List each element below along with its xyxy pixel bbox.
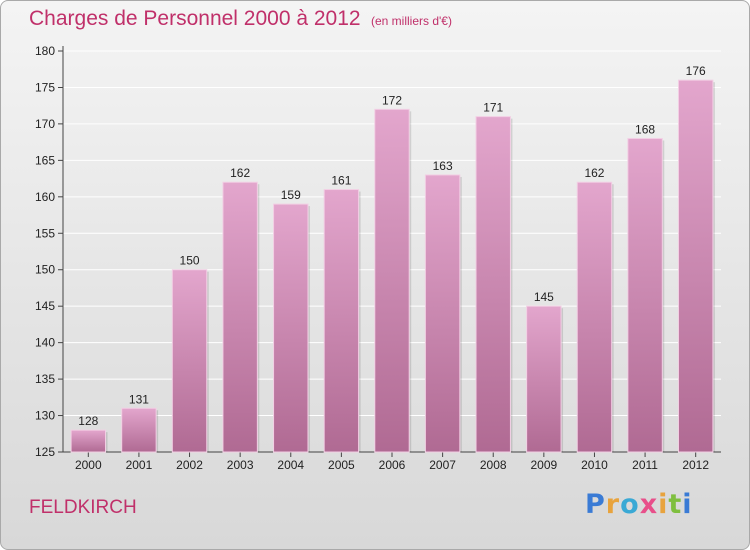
logo-letter: t xyxy=(668,489,683,520)
data-label: 171 xyxy=(483,101,503,115)
x-tick-label: 2007 xyxy=(429,458,456,472)
x-tick-label: 2004 xyxy=(277,458,304,472)
x-tick-label: 2001 xyxy=(126,458,153,472)
logo-letter: i xyxy=(682,489,693,520)
y-tick-label: 180 xyxy=(35,44,55,58)
bar xyxy=(526,305,562,453)
x-tick-label: 2009 xyxy=(530,458,557,472)
y-tick-label: 140 xyxy=(35,336,55,350)
data-label: 162 xyxy=(584,166,604,180)
logo-letter: o xyxy=(620,489,640,520)
bar xyxy=(273,203,309,453)
y-tick-label: 125 xyxy=(35,445,55,459)
data-label: 172 xyxy=(382,93,402,107)
proxiti-logo: Proxiti xyxy=(585,489,693,520)
data-label: 163 xyxy=(433,159,453,173)
data-label: 145 xyxy=(534,290,554,304)
logo-letter: i xyxy=(658,489,669,520)
y-tick-label: 150 xyxy=(35,263,55,277)
y-tick-label: 165 xyxy=(35,153,55,167)
x-tick-label: 2006 xyxy=(379,458,406,472)
bar xyxy=(424,174,461,453)
x-tick-label: 2005 xyxy=(328,458,355,472)
y-tick-label: 130 xyxy=(35,409,55,423)
y-tick-label: 175 xyxy=(35,80,55,94)
bars xyxy=(70,79,715,453)
x-tick-label: 2012 xyxy=(682,458,709,472)
data-label: 162 xyxy=(230,166,250,180)
y-tick-label: 170 xyxy=(35,117,55,131)
unit-note: (en milliers d'€) xyxy=(371,14,452,28)
y-tick-label: 135 xyxy=(35,372,55,386)
x-tick-label: 2003 xyxy=(227,458,254,472)
data-label: 128 xyxy=(78,414,98,428)
x-tick-label: 2010 xyxy=(581,458,608,472)
data-label: 168 xyxy=(635,122,655,136)
y-tick-label: 155 xyxy=(35,226,55,240)
logo-letter: x xyxy=(639,489,659,520)
y-tick-label: 145 xyxy=(35,299,55,313)
data-label: 161 xyxy=(331,174,351,188)
labels: 125 130 135 140 145 150 155 160 165 170 175 180 2000… xyxy=(35,44,709,472)
location-name: FELDKIRCH xyxy=(29,497,137,518)
logo-letter: r xyxy=(605,489,621,520)
data-label: 159 xyxy=(281,188,301,202)
bar xyxy=(576,181,613,453)
data-label: 176 xyxy=(686,64,706,78)
x-tick-label: 2011 xyxy=(632,458,658,472)
bar xyxy=(222,181,258,453)
x-tick-label: 2002 xyxy=(176,458,203,472)
bar xyxy=(70,429,107,453)
bar xyxy=(677,79,714,453)
bar xyxy=(323,189,360,453)
data-label: 131 xyxy=(129,392,149,406)
bar xyxy=(374,108,410,453)
y-tick-label: 160 xyxy=(35,190,55,204)
logo-letter: P xyxy=(585,489,606,520)
bar xyxy=(121,407,157,453)
chart-title: Charges de Personnel 2000 à 2012 xyxy=(29,7,361,30)
bar xyxy=(171,269,208,453)
bar xyxy=(627,137,663,453)
bar xyxy=(475,116,511,453)
x-tick-label: 2000 xyxy=(75,458,102,472)
x-tick-label: 2008 xyxy=(480,458,507,472)
data-label: 150 xyxy=(180,254,200,268)
